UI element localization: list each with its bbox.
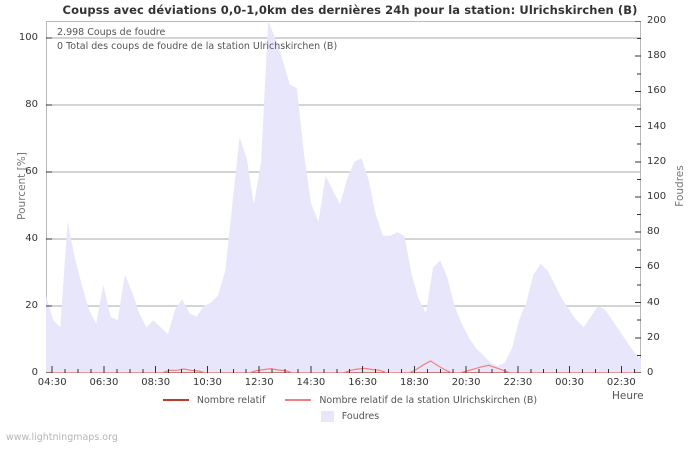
y-axis-right-ticks [635,21,641,373]
legend-label: Nombre relatif [196,394,266,406]
y-axis-right-tick: 100 [647,191,667,202]
x-axis-tick: 14:30 [296,377,326,388]
x-axis-tick: 08:30 [141,377,171,388]
x-axis-tick: 00:30 [555,377,584,388]
legend-entry-nombre-relatif[interactable]: Nombre relatif [162,394,266,406]
x-axis-tick: 12:30 [244,377,274,388]
y-axis-right-tick: 200 [647,15,667,26]
x-axis-tick: 06:30 [89,377,119,388]
x-axis-tick: 02:30 [606,377,636,388]
x-axis-tick: 18:30 [399,377,429,388]
annotation-station-total: 0 Total des coups de foudre de la statio… [57,41,338,52]
legend-label: Nombre relatif de la station Ulrichskirc… [319,394,538,406]
watermark: www.lightningmaps.org [6,432,118,443]
x-axis-tick: 22:30 [503,377,533,388]
y-axis-left-ticks [46,37,52,373]
y-axis-right-tick: 140 [647,120,667,132]
legend-swatch-box-icon [320,410,334,422]
x-axis-tick: 10:30 [193,377,222,388]
legend-entry-nombre-relatif-station[interactable]: Nombre relatif de la station Ulrichskirc… [285,395,537,406]
y-axis-left-label: Pourcent [%] [16,152,28,220]
y-axis-right-tick: 40 [647,296,660,308]
y-axis-left-tick: 80 [25,98,38,110]
legend-label: Foudres [341,410,380,422]
y-axis-right-tick: 60 [647,261,660,273]
y-axis-right-tick: 20 [647,331,660,343]
y-axis-left-tick: 60 [25,165,38,177]
legend-row-2: Foudres [0,408,700,424]
y-axis-right-tick: 160 [647,85,667,97]
x-axis-tick: 20:30 [451,377,481,388]
y-axis-right-tick: 180 [647,50,667,62]
legend-entry-foudres[interactable]: Foudres [320,410,380,422]
chart-legend: Nombre relatif Nombre relatif de la stat… [0,392,700,424]
annotation-total-strokes: 2.998 Coups de foudre [57,27,166,38]
legend-swatch-line-icon [285,399,312,401]
chart-title: Coupss avec déviations 0,0-1,0km des der… [62,3,638,17]
series-foudres-area [46,21,641,373]
x-axis-ticks [51,366,635,373]
legend-row-1: Nombre relatif Nombre relatif de la stat… [0,392,700,408]
y-axis-left-tick: 100 [18,31,38,43]
y-axis-left-tick: 0 [31,367,38,378]
x-axis-tick: 16:30 [348,377,378,388]
x-axis-label: Heure [612,390,644,402]
legend-swatch-line-icon [162,399,189,401]
y-axis-left-tick: 40 [25,232,38,244]
y-axis-left-tick: 20 [25,299,38,311]
plot-canvas [46,21,641,373]
y-axis-right-tick: 120 [647,155,667,167]
x-axis-tick: 04:30 [37,377,67,388]
y-axis-right-tick: 80 [647,226,660,238]
y-axis-right-tick: 0 [647,367,654,378]
